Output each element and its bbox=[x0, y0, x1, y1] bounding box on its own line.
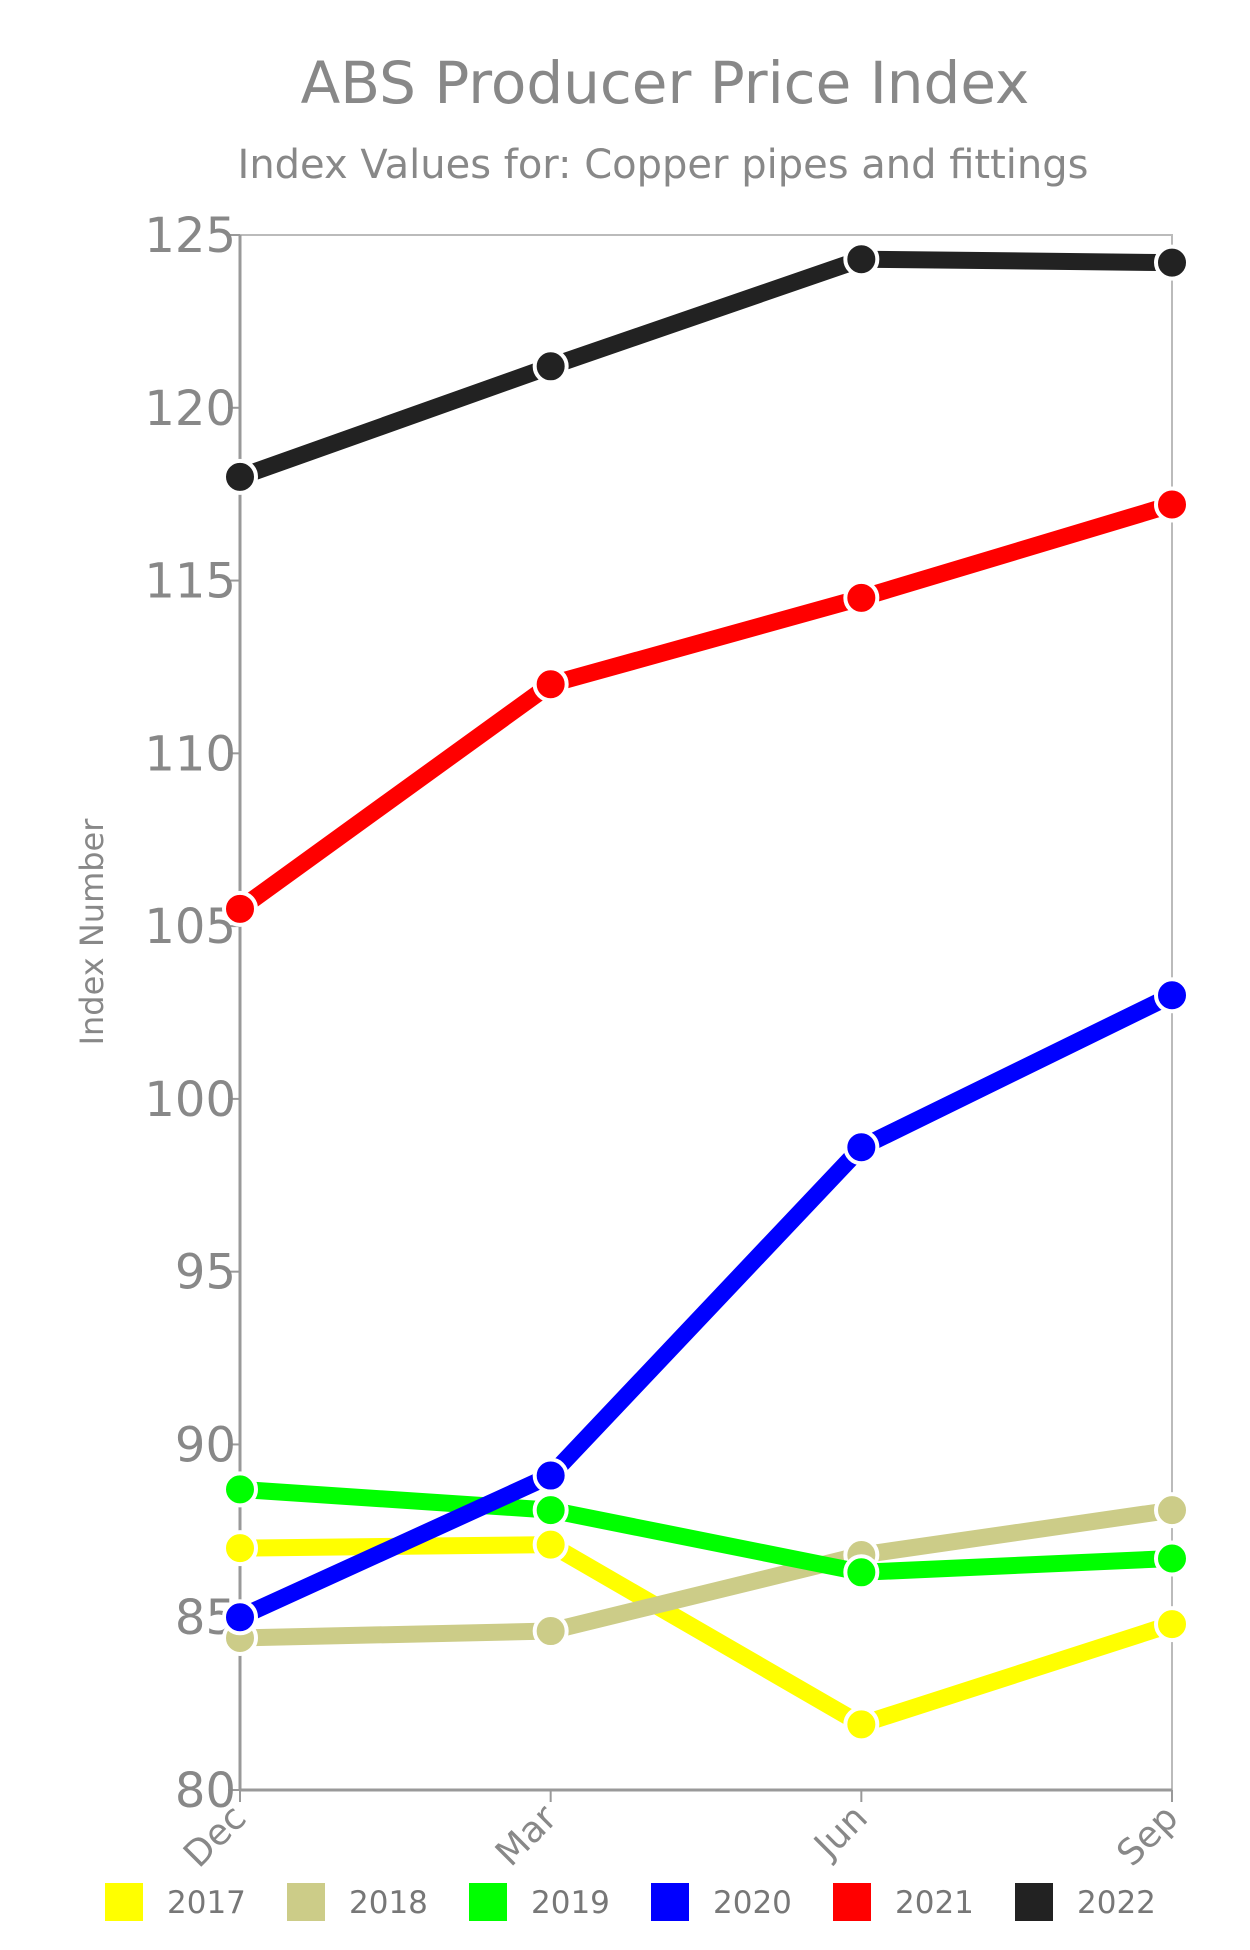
x-tick-label: Sep bbox=[1109, 1797, 1186, 1874]
y-tick-label: 125 bbox=[144, 208, 236, 264]
y-tick-label: 80 bbox=[175, 1763, 236, 1819]
data-point bbox=[843, 1554, 880, 1591]
data-point bbox=[1154, 1492, 1190, 1529]
data-point bbox=[1154, 486, 1190, 523]
data-point bbox=[843, 1129, 880, 1166]
series-line bbox=[231, 1480, 1181, 1581]
data-point bbox=[1154, 977, 1190, 1014]
series-line bbox=[231, 250, 1181, 486]
legend-label: 2017 bbox=[167, 1885, 246, 1921]
series-2020 bbox=[222, 977, 1190, 1636]
x-tick-label: Mar bbox=[488, 1797, 565, 1874]
y-axis-label: Index Number bbox=[73, 818, 111, 1046]
series-line bbox=[231, 1501, 1181, 1647]
legend-item-2017: 2017 bbox=[105, 1883, 246, 1921]
series-2019 bbox=[222, 1471, 1190, 1591]
legend-label: 2021 bbox=[895, 1885, 974, 1921]
data-point bbox=[1154, 244, 1190, 281]
series-2021 bbox=[222, 486, 1190, 927]
series-2022 bbox=[222, 241, 1190, 495]
legend-label: 2022 bbox=[1077, 1885, 1156, 1921]
data-point bbox=[843, 241, 880, 278]
chart-subtitle: Index Values for: Copper pipes and fitti… bbox=[238, 142, 1089, 188]
data-point bbox=[1154, 1540, 1190, 1577]
y-tick-label: 115 bbox=[144, 554, 236, 610]
legend-swatch bbox=[469, 1883, 507, 1921]
data-point bbox=[532, 666, 569, 703]
chart-title: ABS Producer Price Index bbox=[301, 49, 1030, 117]
data-point bbox=[222, 1599, 258, 1636]
data-point bbox=[1154, 1606, 1190, 1643]
data-point bbox=[222, 1471, 258, 1508]
data-point bbox=[843, 579, 880, 616]
y-tick-label: 110 bbox=[144, 726, 236, 782]
legend-item-2019: 2019 bbox=[469, 1883, 610, 1921]
data-point bbox=[222, 1530, 258, 1567]
x-axis: Dec Mar Jun Sep bbox=[176, 1790, 1186, 1876]
series-layer bbox=[222, 241, 1190, 1743]
legend-label: 2020 bbox=[713, 1885, 792, 1921]
legend-swatch bbox=[1015, 1883, 1053, 1921]
data-point bbox=[222, 458, 258, 495]
legend-item-2018: 2018 bbox=[287, 1883, 428, 1921]
legend-label: 2019 bbox=[531, 1885, 610, 1921]
legend-swatch bbox=[105, 1883, 143, 1921]
data-point bbox=[222, 890, 258, 927]
legend-item-2021: 2021 bbox=[833, 1883, 974, 1921]
y-tick-label: 100 bbox=[144, 1072, 236, 1128]
data-point bbox=[532, 1613, 569, 1650]
series-line bbox=[231, 496, 1181, 918]
legend: 2017 2018 2019 2020 2021 2022 bbox=[105, 1883, 1156, 1921]
y-tick-label: 90 bbox=[175, 1417, 236, 1473]
data-point bbox=[843, 1706, 880, 1743]
legend-label: 2018 bbox=[349, 1885, 428, 1921]
x-tick-label: Jun bbox=[806, 1797, 876, 1867]
data-point bbox=[532, 1457, 569, 1494]
data-point bbox=[532, 348, 569, 385]
y-tick-label: 120 bbox=[144, 381, 236, 437]
legend-item-2020: 2020 bbox=[651, 1883, 792, 1921]
y-tick-label: 105 bbox=[144, 899, 236, 955]
series-line bbox=[231, 986, 1181, 1626]
data-point bbox=[532, 1492, 569, 1529]
legend-swatch bbox=[287, 1883, 325, 1921]
y-tick-label: 95 bbox=[175, 1245, 236, 1301]
legend-swatch bbox=[651, 1883, 689, 1921]
legend-swatch bbox=[833, 1883, 871, 1921]
data-point bbox=[532, 1526, 569, 1563]
legend-item-2022: 2022 bbox=[1015, 1883, 1156, 1921]
